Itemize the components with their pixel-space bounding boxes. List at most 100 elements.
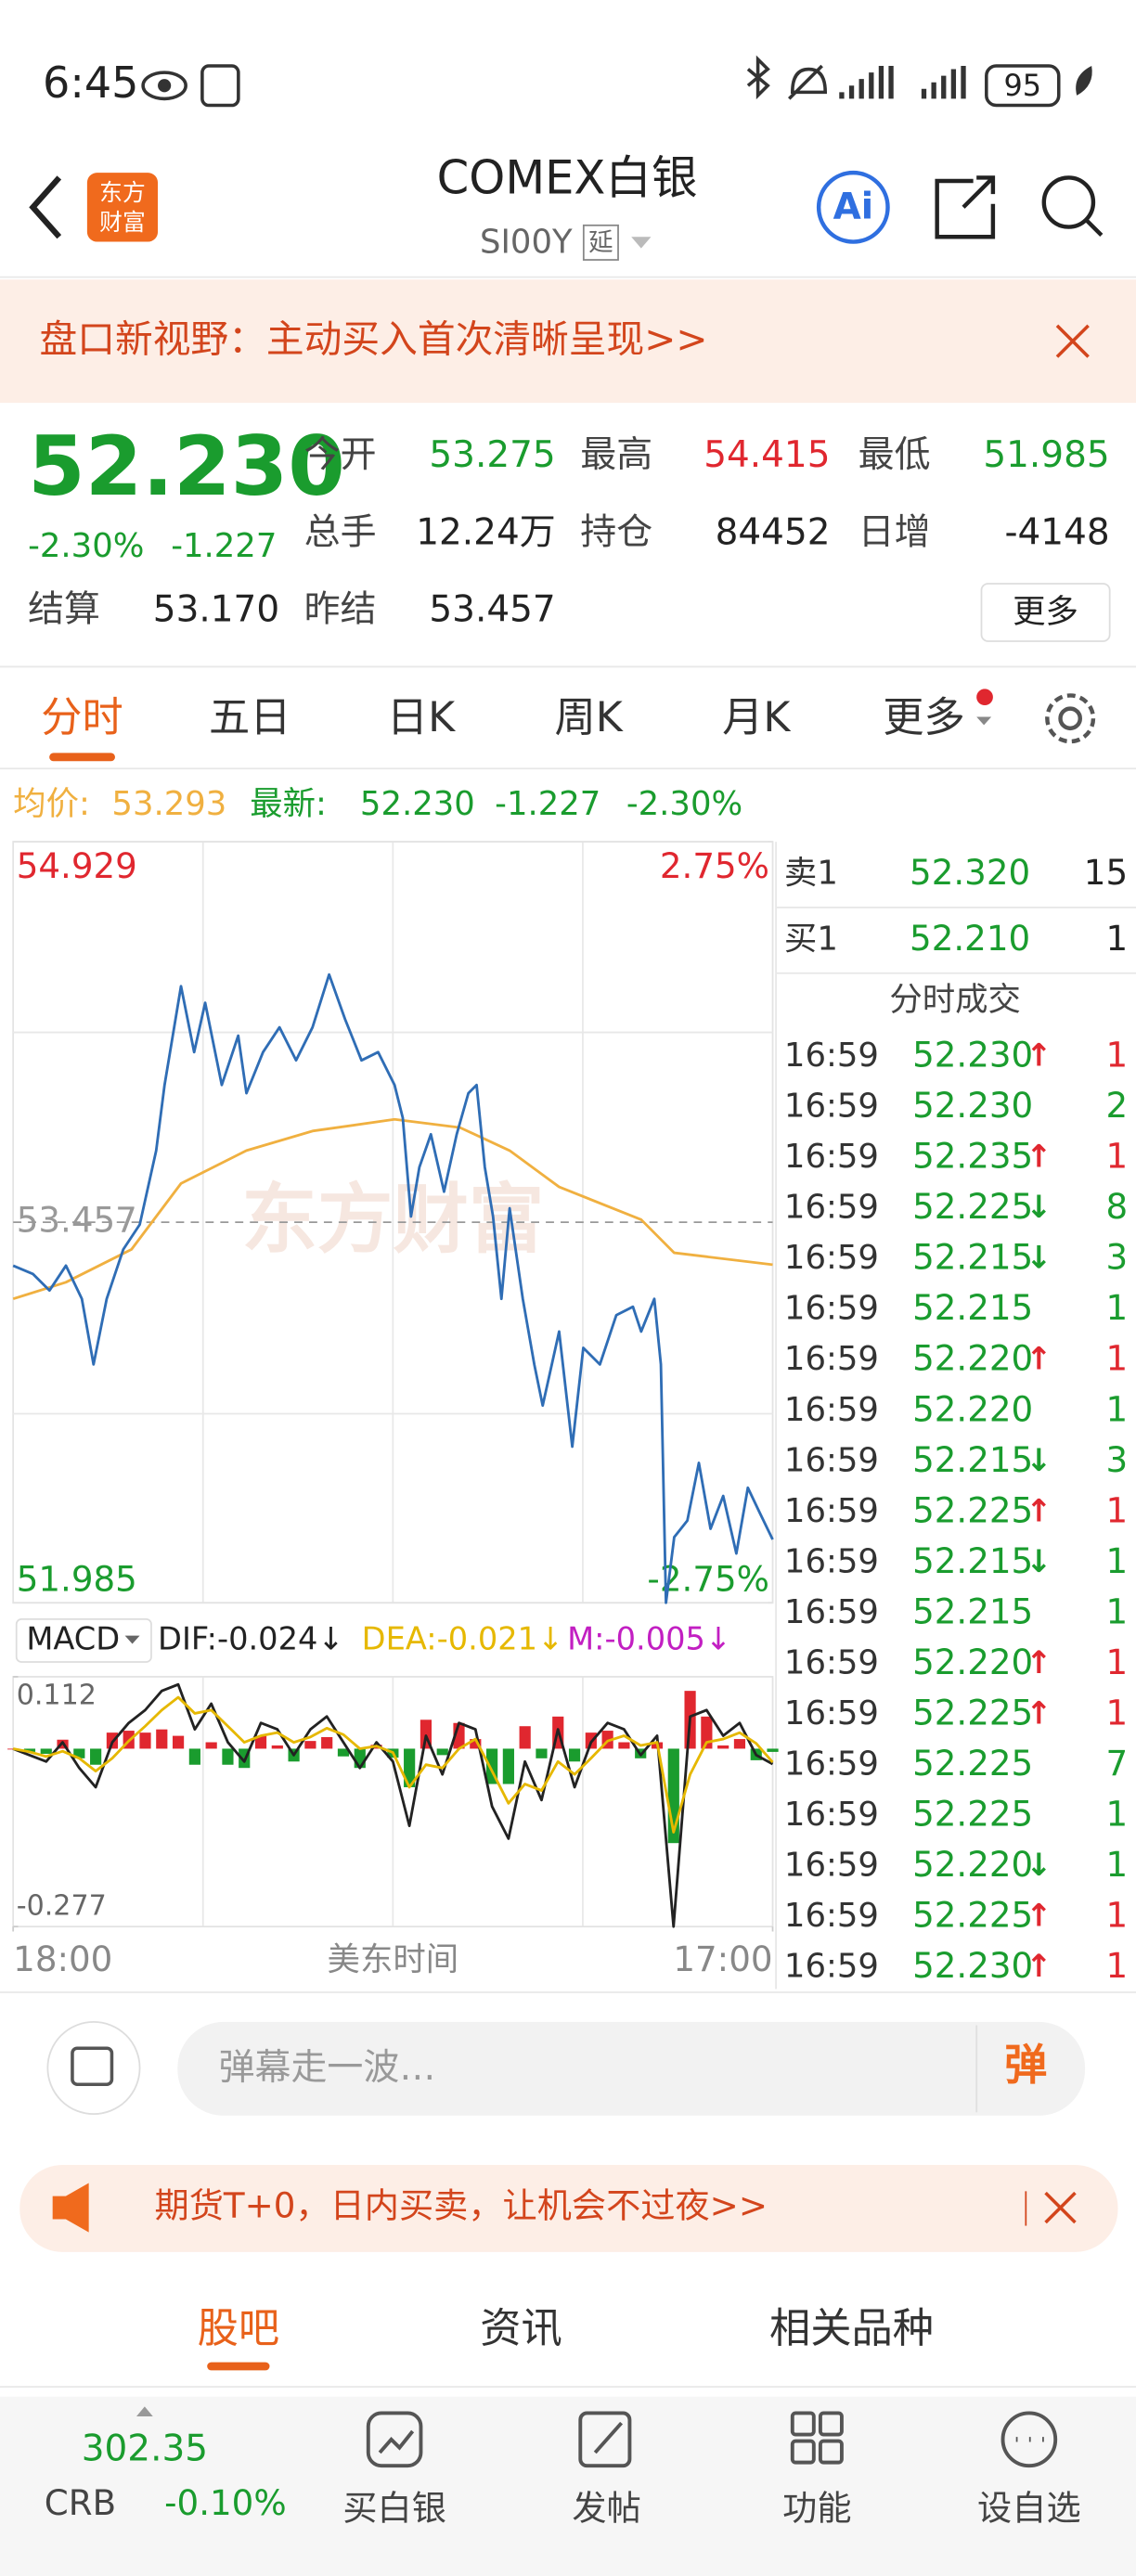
trade-arrow: ↓ (1026, 1847, 1052, 1883)
watermark: 东方财富 (241, 1176, 544, 1264)
legend-value: 53.293 (111, 785, 226, 823)
section-tab[interactable]: 股吧 (198, 2305, 280, 2352)
field-value: 54.415 (704, 434, 830, 476)
macd-bar (304, 1741, 316, 1749)
logo-text: 东方 (99, 179, 146, 206)
nav-label[interactable]: 发帖 (572, 2487, 640, 2528)
settings-button[interactable] (1045, 693, 1096, 744)
comment-placeholder[interactable]: 弹幕走一波… (219, 2047, 436, 2089)
legend-entry: DIF:-0.024↓ (158, 1620, 344, 1656)
chart-tab[interactable]: 分时 (41, 694, 123, 741)
chart-tab[interactable]: 日K (387, 694, 456, 741)
index-name[interactable]: CRB (45, 2482, 116, 2523)
symbol-code: SI00Y (480, 223, 573, 261)
trade-arrow: ↑ (1026, 1644, 1052, 1681)
delay-box (582, 224, 619, 261)
more-label[interactable]: 更多 (1013, 593, 1078, 631)
dropdown[interactable] (631, 237, 652, 249)
battery (985, 64, 1061, 108)
macd-bar (502, 1748, 514, 1784)
dropdown (124, 1635, 140, 1644)
field-label: 持仓 (580, 511, 652, 553)
trade-time: 16:59 (784, 1088, 879, 1126)
search-button[interactable] (1041, 175, 1104, 238)
section-tab[interactable]: 相关品种 (769, 2305, 934, 2352)
trade-arrow: ↓ (1026, 1543, 1052, 1579)
banner[interactable] (0, 279, 1136, 404)
macd-bar (321, 1736, 333, 1749)
index-change[interactable]: -0.10% (164, 2482, 287, 2523)
macd-bar (139, 1732, 151, 1749)
nav-label[interactable]: 功能 (782, 2487, 851, 2528)
trade-time: 16:59 (784, 1492, 879, 1530)
more-button[interactable] (980, 583, 1111, 642)
indicator-selector[interactable] (15, 1618, 152, 1663)
macd-bar (156, 1729, 168, 1749)
trade-time: 16:59 (784, 1897, 879, 1935)
quote-panel: 52.230 -2.30% -1.227 今开 53.275 最高 54.415 最低 51.9… (28, 419, 1110, 631)
tab-underline (49, 753, 115, 762)
promo-text[interactable]: 期货T+0，日内买卖，让机会不过夜>> (155, 2185, 768, 2226)
trade-volume: 7 (1105, 1743, 1128, 1784)
trade-time: 16:59 (784, 1745, 879, 1783)
tab-underline (207, 2362, 270, 2371)
title: COMEX白银 (437, 150, 698, 204)
chart-tab[interactable]: 周K (554, 694, 623, 741)
trade-price: 52.225 (912, 1793, 1033, 1834)
promo-close[interactable] (1044, 2191, 1077, 2224)
nav-icons (366, 2411, 1058, 2468)
legend-label: 最新: (250, 785, 327, 823)
trade-price: 52.225 (912, 1489, 1033, 1530)
series-line (12, 1117, 773, 1301)
y-tick-label: 53.457 (17, 1200, 137, 1241)
trade-volume: 2 (1105, 1085, 1128, 1126)
trade-volume: 1 (1105, 1642, 1128, 1682)
field-label: 日增 (858, 511, 931, 553)
danmaku-button[interactable]: 弹 (1004, 2040, 1047, 2090)
chart-tab[interactable]: 五日 (209, 694, 291, 741)
trade-price: 52.215 (912, 1287, 1033, 1328)
trade-arrow: ↓ (1026, 1189, 1052, 1225)
back-button[interactable] (29, 175, 62, 239)
share-button[interactable] (935, 175, 996, 239)
last-price: 52.230 (28, 419, 345, 514)
trade-volume: 1 (1105, 1844, 1128, 1885)
trade-price: 52.215 (912, 1591, 1033, 1631)
trade-price: 52.225 (912, 1692, 1033, 1732)
trade-time: 16:59 (784, 1189, 879, 1227)
legend-entry: DEA:-0.021↓ (362, 1620, 564, 1656)
field-label: 结算 (28, 589, 100, 631)
indicator-name[interactable]: MACD (26, 1620, 120, 1656)
promo-banner[interactable] (19, 2165, 1118, 2252)
trade-price: 52.215 (912, 1237, 1033, 1278)
macd-bar (205, 1742, 217, 1749)
comment-toggle[interactable] (46, 2021, 141, 2115)
macd-bar (470, 1739, 482, 1749)
comment-input[interactable] (177, 2021, 1086, 2116)
macd-bar (172, 1735, 185, 1749)
y-tick-label: 0.112 (17, 1680, 97, 1712)
index-value[interactable]: 302.35 (82, 2428, 208, 2470)
x-tick-label: 18:00 (13, 1938, 112, 1979)
banner-close[interactable] (1055, 324, 1090, 358)
change: -1.227 (171, 527, 277, 565)
section-tab[interactable]: 资讯 (480, 2305, 562, 2352)
chart-tab[interactable]: 月K (722, 694, 791, 741)
trade-price: 52.230 (912, 1085, 1033, 1126)
legend-value: -2.30% (626, 785, 742, 823)
bottom-nav (0, 2396, 1136, 2576)
banner-text[interactable]: 盘口新视野：主动买入首次清晰呈现>> (40, 317, 708, 362)
nav-label[interactable]: 买白银 (342, 2487, 446, 2528)
trade-time: 16:59 (784, 1846, 879, 1884)
nav-label[interactable]: 设自选 (977, 2487, 1081, 2528)
chart-tab[interactable]: 更多 (883, 694, 965, 741)
book-price: 52.320 (910, 852, 1030, 893)
change-pct: -2.30% (28, 527, 144, 565)
ai-button[interactable] (816, 170, 890, 244)
field-value: 53.275 (429, 434, 555, 476)
trade-arrow: ↑ (1026, 1037, 1052, 1074)
trade-arrow: ↑ (1026, 1341, 1052, 1377)
macd-frame (12, 1676, 774, 1928)
